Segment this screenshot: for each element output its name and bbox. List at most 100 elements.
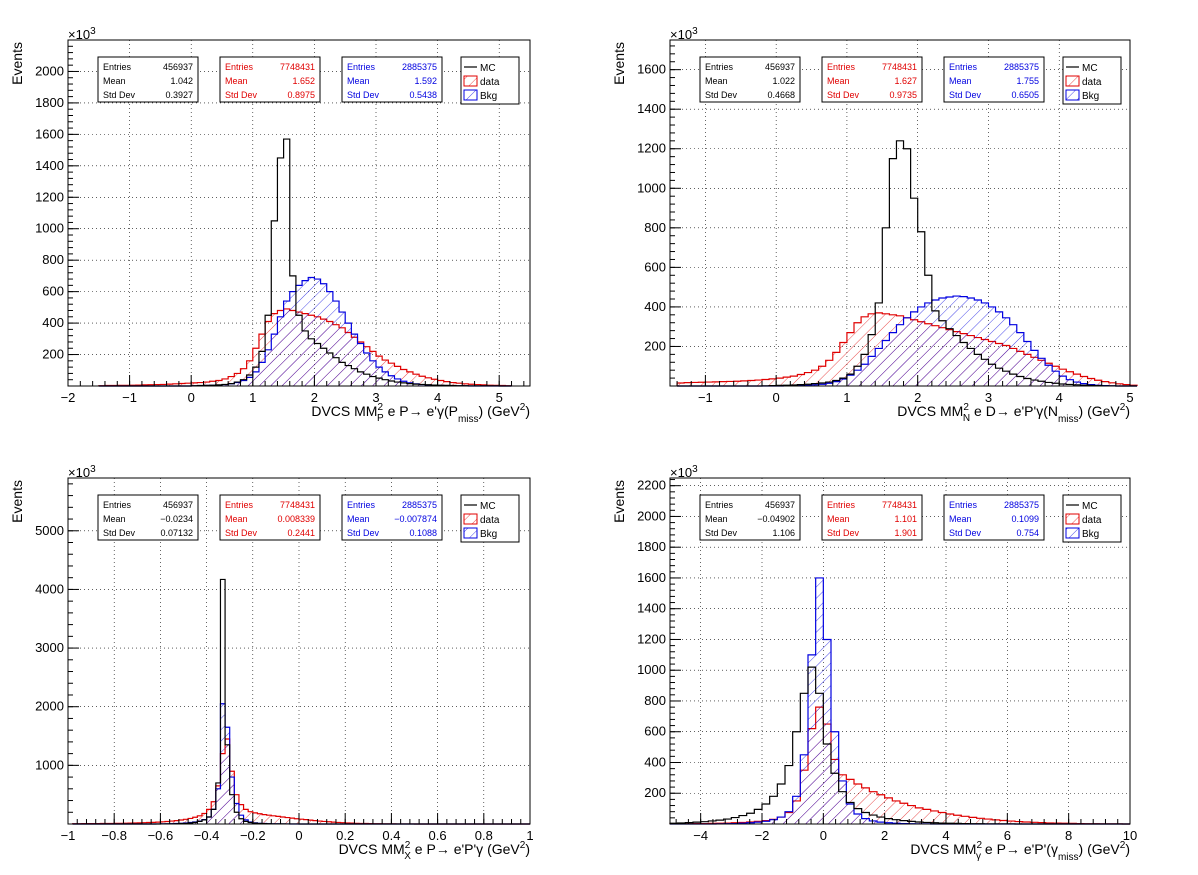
y-tick-label: 200 bbox=[644, 785, 666, 800]
x-tick-label: 10 bbox=[1123, 828, 1137, 843]
stats-label: Mean bbox=[103, 514, 126, 524]
legend: MC data Bkg bbox=[1062, 494, 1122, 543]
x-tick-label: 0 bbox=[820, 828, 827, 843]
stats-value: 456937 bbox=[163, 62, 193, 72]
stats-box-bkg: Entries 2885375 Mean −0.007874 Std Dev 0.1088 bbox=[341, 494, 443, 541]
y-tick-label: 1200 bbox=[35, 189, 64, 204]
x-tick-label: 2 bbox=[881, 828, 888, 843]
x-tick-label: 1 bbox=[249, 390, 256, 405]
legend: MC data Bkg bbox=[460, 56, 520, 105]
y-tick-label: 400 bbox=[42, 315, 64, 330]
histogram-panel-bottom-left: −1 −0.8 −0.6 −0.4 −0.2 0 0.2 0.4 0.6 0.8 1 1000 2000… bbox=[9, 464, 534, 862]
stats-value: 1.901 bbox=[894, 528, 917, 538]
y-tick-label: 2200 bbox=[637, 478, 666, 493]
stats-label: Mean bbox=[347, 514, 370, 524]
stats-label: Std Dev bbox=[103, 528, 136, 538]
y-tick-label: 1000 bbox=[637, 180, 666, 195]
stats-label: Std Dev bbox=[949, 90, 982, 100]
legend-label: MC bbox=[1082, 501, 1098, 512]
x-tick-label: 3 bbox=[372, 390, 379, 405]
stats-box-mc: Entries 456937 Mean 1.042 Std Dev 0.3927 bbox=[97, 56, 199, 103]
legend-label: data bbox=[1082, 515, 1102, 526]
stats-value: 2885375 bbox=[402, 62, 437, 72]
stats-value: 2885375 bbox=[1004, 62, 1039, 72]
stats-label: Mean bbox=[225, 76, 248, 86]
y-tick-label: 1200 bbox=[637, 631, 666, 646]
legend-swatch-data bbox=[463, 513, 478, 525]
legend: MC data Bkg bbox=[460, 494, 520, 543]
stats-box-bkg: Entries 2885375 Mean 1.755 Std Dev 0.6505 bbox=[943, 56, 1045, 103]
x-tick-label: −0.4 bbox=[194, 828, 220, 843]
stats-label: Entries bbox=[225, 500, 254, 510]
stats-value: 1.101 bbox=[894, 514, 917, 524]
y-axis-label: Events bbox=[9, 42, 25, 85]
stats-label: Entries bbox=[347, 62, 376, 72]
y-tick-label: 1000 bbox=[35, 757, 64, 772]
legend-label: MC bbox=[480, 501, 496, 512]
legend-label: MC bbox=[480, 63, 496, 74]
legend-label: Bkg bbox=[1082, 91, 1099, 102]
stats-value: 1.652 bbox=[292, 76, 315, 86]
stats-label: Mean bbox=[225, 514, 248, 524]
x-tick-label: 4 bbox=[1056, 390, 1063, 405]
stats-label: Entries bbox=[705, 500, 734, 510]
y-tick-label: 1800 bbox=[35, 95, 64, 110]
y-tick-label: 1000 bbox=[637, 662, 666, 677]
legend-label: data bbox=[480, 77, 500, 88]
stats-label: Entries bbox=[827, 62, 856, 72]
stats-label: Mean bbox=[949, 514, 972, 524]
stats-value: 456937 bbox=[765, 500, 795, 510]
stats-value: 7748431 bbox=[280, 62, 315, 72]
y-tick-label: 200 bbox=[644, 338, 666, 353]
y-tick-label: 1400 bbox=[35, 158, 64, 173]
stats-label: Entries bbox=[225, 62, 254, 72]
stats-label: Std Dev bbox=[225, 528, 258, 538]
plot-frame bbox=[669, 39, 1131, 387]
stats-value: 1.627 bbox=[894, 76, 917, 86]
y-tick-label: 1600 bbox=[35, 126, 64, 141]
x-tick-label: −1 bbox=[122, 390, 137, 405]
histogram-mc-series bbox=[72, 578, 530, 825]
x-tick-label: 4 bbox=[942, 828, 949, 843]
stats-box-data: Entries 7748431 Mean 1.652 Std Dev 0.8975 bbox=[219, 56, 321, 103]
x-tick-label: −0.2 bbox=[240, 828, 266, 843]
stats-value: 0.1099 bbox=[1011, 514, 1039, 524]
stats-label: Entries bbox=[827, 500, 856, 510]
y-tick-label: 3000 bbox=[35, 640, 64, 655]
y-tick-label: 1600 bbox=[637, 62, 666, 77]
y-tick-label: 5000 bbox=[35, 523, 64, 538]
x-tick-label: −4 bbox=[693, 828, 708, 843]
stats-value: 0.754 bbox=[1016, 528, 1039, 538]
plot-frame bbox=[669, 477, 1131, 825]
stats-label: Entries bbox=[103, 62, 132, 72]
histogram-data-series bbox=[669, 706, 1130, 825]
stats-label: Std Dev bbox=[225, 90, 258, 100]
y-axis-label: Events bbox=[9, 480, 25, 523]
y-tick-label: 1400 bbox=[637, 101, 666, 116]
legend-label: MC bbox=[1082, 63, 1098, 74]
stats-value: 0.2441 bbox=[287, 528, 315, 538]
legend-swatch-bkg bbox=[1065, 527, 1080, 539]
stats-label: Mean bbox=[347, 76, 370, 86]
stats-label: Std Dev bbox=[949, 528, 982, 538]
stats-label: Entries bbox=[949, 62, 978, 72]
x-tick-label: 5 bbox=[496, 390, 503, 405]
y-tick-label: 1000 bbox=[35, 221, 64, 236]
y-tick-label: 2000 bbox=[35, 63, 64, 78]
legend-swatch-data bbox=[1065, 75, 1080, 87]
stats-value: −0.007874 bbox=[394, 514, 437, 524]
y-tick-label: 2000 bbox=[35, 699, 64, 714]
x-tick-label: 8 bbox=[1065, 828, 1072, 843]
stats-value: 0.008339 bbox=[277, 514, 315, 524]
stats-box-mc: Entries 456937 Mean −0.0234 Std Dev 0.07132 bbox=[97, 494, 199, 541]
histogram-panel-bottom-right: −4 −2 0 2 4 6 8 10 200 400 600 800 1000 1200 1400 1600 1… bbox=[611, 464, 1137, 863]
y-scale-label: ×103 bbox=[68, 464, 96, 480]
x-tick-label: −0.6 bbox=[148, 828, 174, 843]
stats-value: 0.4668 bbox=[767, 90, 795, 100]
stats-box-bkg: Entries 2885375 Mean 0.1099 Std Dev 0.754 bbox=[943, 494, 1045, 541]
x-tick-label: −1 bbox=[698, 390, 713, 405]
stats-value: 1.042 bbox=[170, 76, 193, 86]
stats-value: 0.1088 bbox=[409, 528, 437, 538]
histogram-bkg-series bbox=[98, 276, 512, 387]
y-tick-label: 800 bbox=[644, 693, 666, 708]
